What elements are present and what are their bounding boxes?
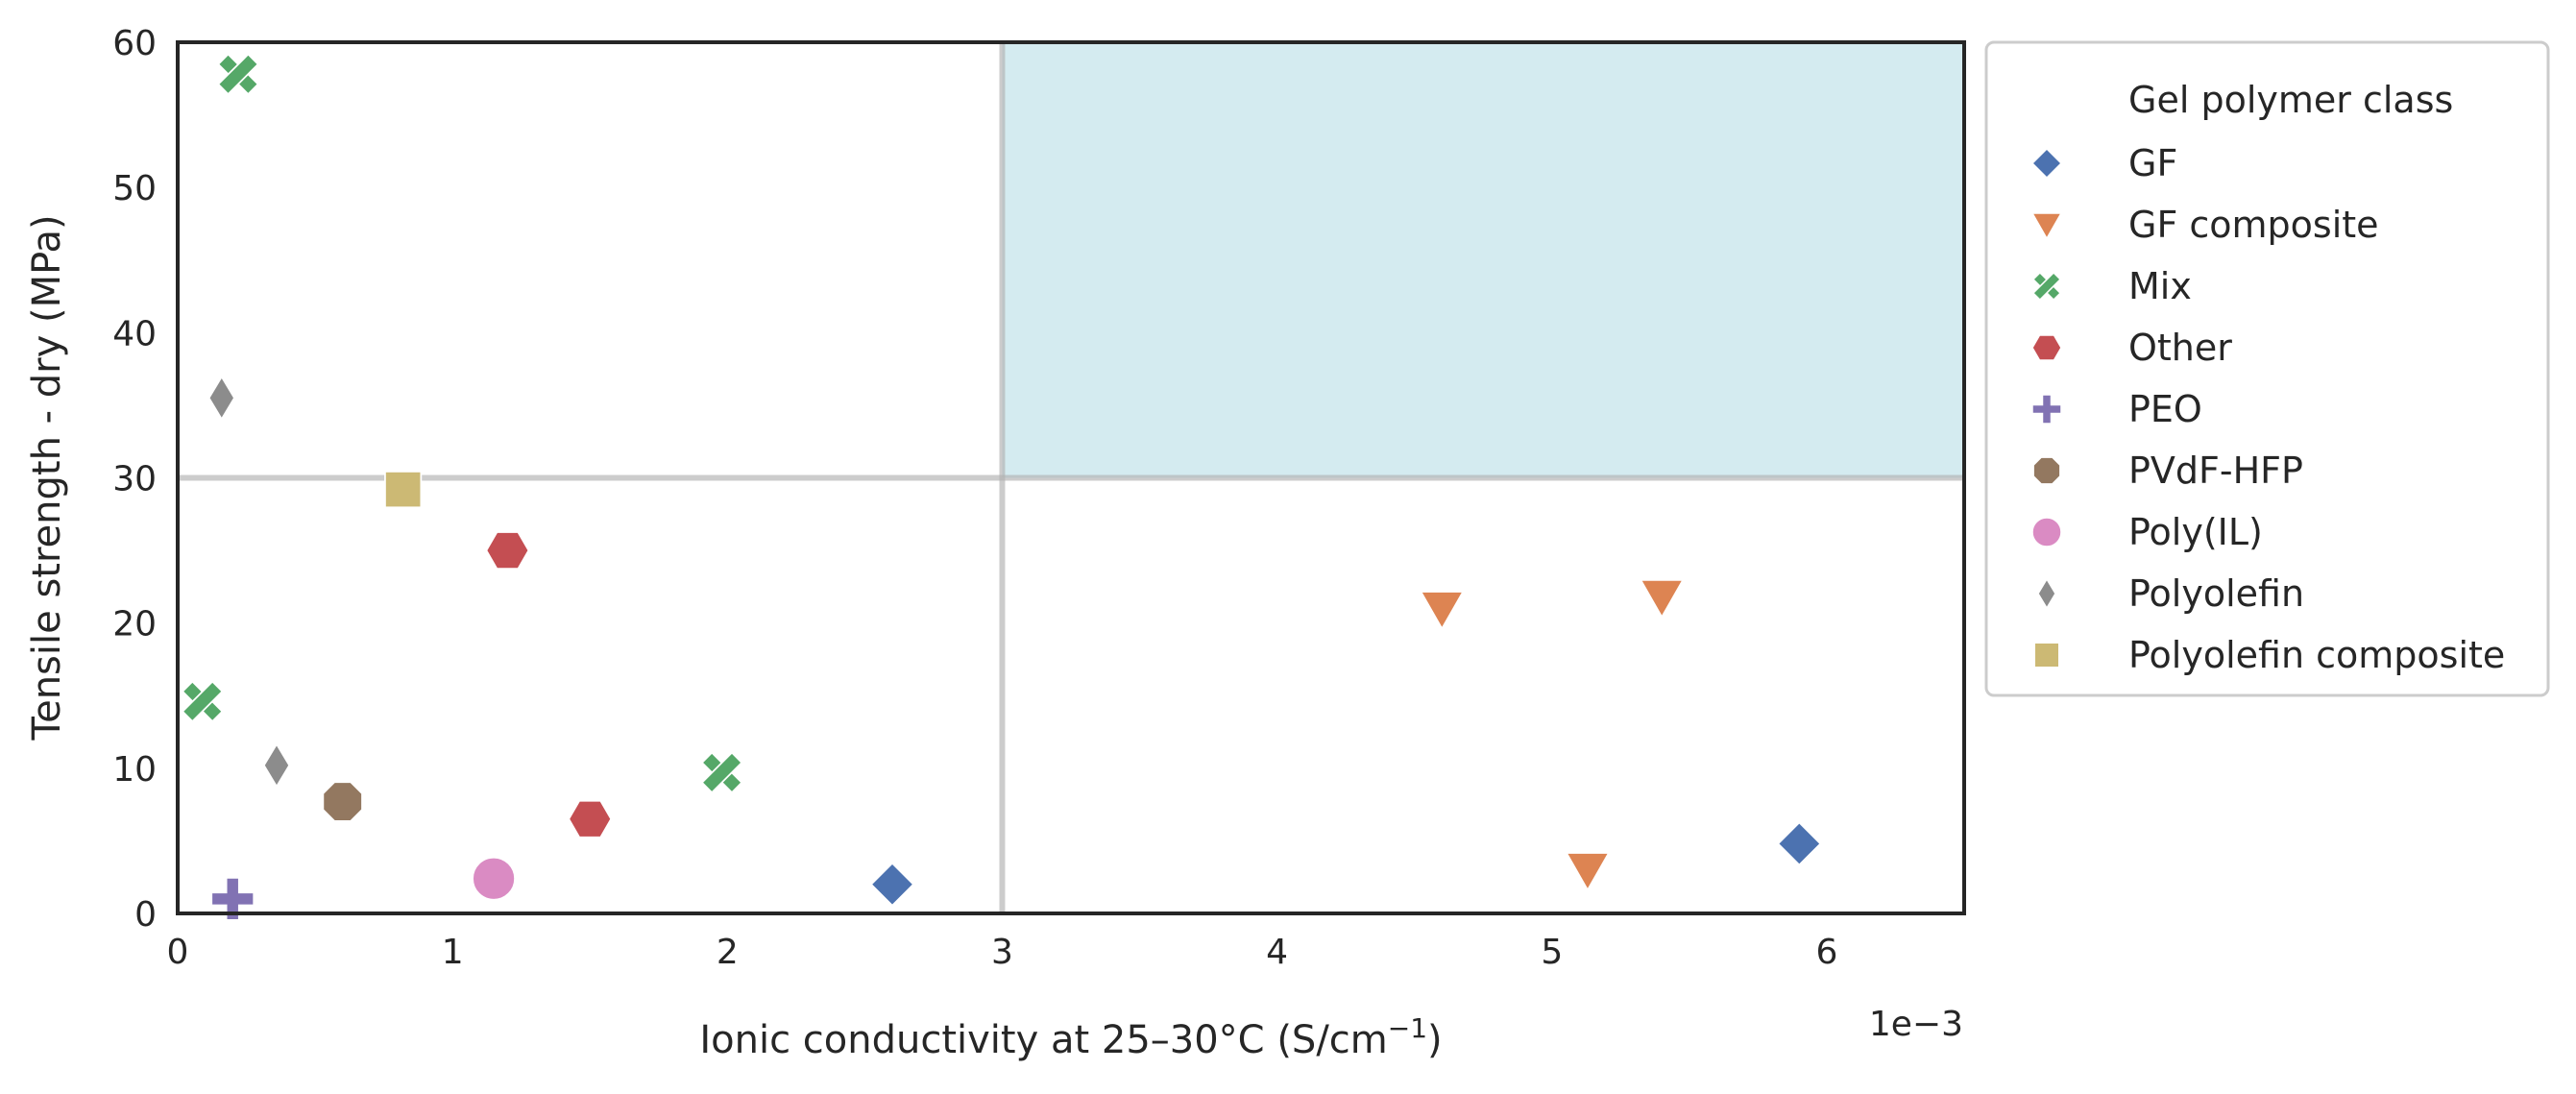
legend-marker-other <box>2031 334 2062 361</box>
legend-marker-gf-composite <box>2030 212 2063 240</box>
legend: Gel polymer class GF GF composite Mix Other… <box>1984 40 2550 697</box>
y-tick-label: 40 <box>112 314 157 353</box>
legend-marker-polyolefin-composite <box>2033 642 2060 669</box>
legend-entry-peo: PEO <box>2128 388 2202 430</box>
point-polyolefin <box>262 742 291 789</box>
legend-marker-polyolefin <box>2037 577 2056 610</box>
point-other <box>485 531 530 571</box>
x-tick-label: 1 <box>442 933 464 972</box>
point-other <box>568 799 613 839</box>
legend-marker-mix <box>2031 271 2062 302</box>
x-tick-label: 6 <box>1815 933 1837 972</box>
y-tick-label: 60 <box>112 24 157 63</box>
x-tick-label: 0 <box>167 933 189 972</box>
legend-marker-poly-il <box>2031 517 2062 547</box>
x-tick-label: 2 <box>717 933 739 972</box>
x-tick-label: 5 <box>1541 933 1563 972</box>
y-tick-label: 20 <box>112 605 157 644</box>
legend-marker-pvdf-hfp <box>2032 456 2061 485</box>
point-gf <box>1777 821 1822 866</box>
target-region <box>1002 42 1964 478</box>
legend-marker-gf <box>2030 147 2063 180</box>
legend-entry-pvdf-hfp: PVdF-HFP <box>2128 450 2303 492</box>
legend-marker-peo <box>2031 394 2062 425</box>
point-polyolefin-composite <box>384 471 423 509</box>
point-gf-composite <box>1639 578 1685 620</box>
legend-entry-mix: Mix <box>2128 265 2192 307</box>
legend-entry-gf: GF <box>2128 142 2177 184</box>
point-peo <box>210 877 255 921</box>
y-tick-label: 50 <box>112 169 157 208</box>
y-tick-label: 0 <box>134 895 157 935</box>
y-axis-label: Tensile strength - dry (MPa) <box>25 214 69 741</box>
y-tick-label: 30 <box>112 460 157 499</box>
y-tick-label: 10 <box>112 750 157 790</box>
legend-entry-gf-composite: GF composite <box>2128 204 2379 246</box>
legend-title: Gel polymer class <box>2128 79 2453 121</box>
point-mix <box>700 751 743 794</box>
point-poly-il <box>472 856 516 901</box>
point-pvdf-hfp <box>322 781 363 822</box>
plot-frame <box>176 40 1966 915</box>
point-mix <box>217 53 259 96</box>
legend-entry-other: Other <box>2128 327 2232 369</box>
legend-entry-polyolefin-composite: Polyolefin composite <box>2128 634 2505 676</box>
point-gf-composite <box>1419 591 1465 631</box>
x-axis-label: Ionic conductivity at 25–30°C (S/cm−1) <box>699 1012 1442 1062</box>
point-gf-composite <box>1565 852 1611 892</box>
data-points <box>181 53 1822 921</box>
point-mix <box>181 680 224 723</box>
legend-entry-polyolefin: Polyolefin <box>2128 572 2304 615</box>
legend-frame <box>1984 40 2550 697</box>
x-tick-label: 3 <box>991 933 1013 972</box>
x-tick-label: 4 <box>1266 933 1288 972</box>
x-offset-label: 1e−3 <box>1869 1005 1963 1044</box>
point-polyolefin <box>207 375 236 422</box>
legend-entry-poly-il: Poly(IL) <box>2128 511 2263 553</box>
point-gf <box>869 862 915 908</box>
